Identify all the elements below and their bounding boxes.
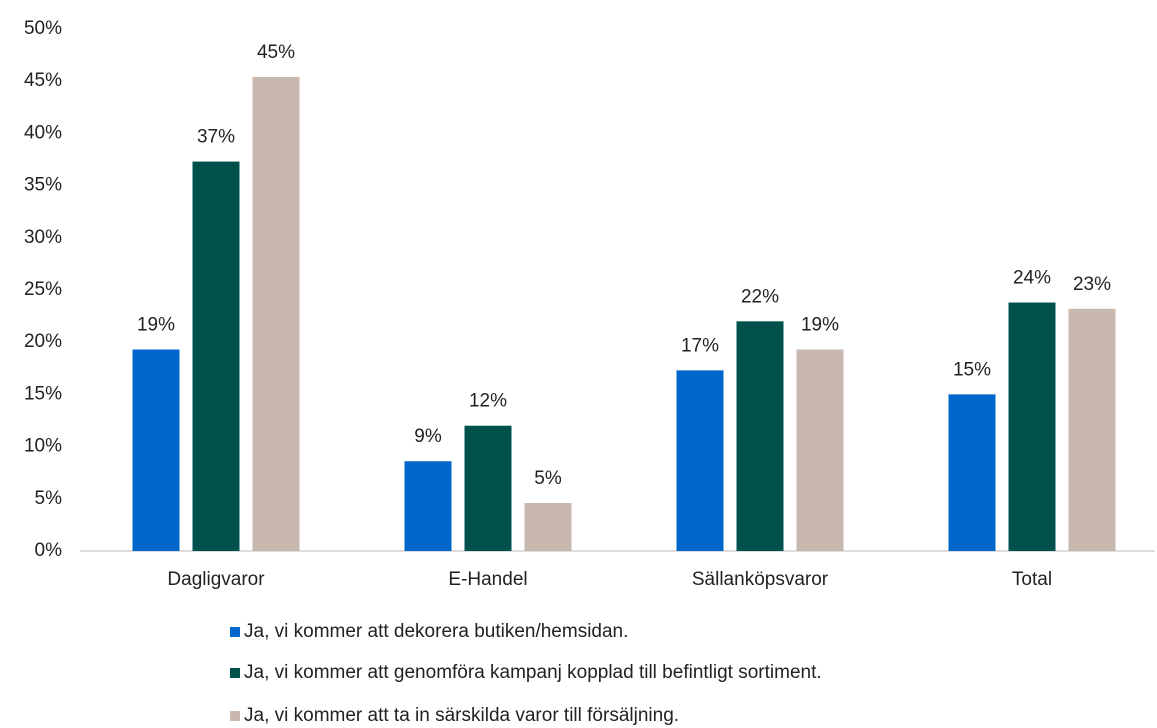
- value-label: 23%: [1073, 274, 1111, 295]
- bar: [132, 349, 180, 551]
- x-tick-label: Dagligvaror: [167, 569, 265, 590]
- y-tick-label: 20%: [24, 331, 62, 352]
- value-label: 37%: [197, 127, 235, 148]
- x-tick-label: Sällanköpsvaror: [692, 569, 829, 590]
- value-label: 24%: [1013, 268, 1051, 289]
- y-tick-label: 35%: [24, 175, 62, 196]
- y-tick-label: 10%: [24, 436, 62, 457]
- y-tick-label: 40%: [24, 122, 62, 143]
- bar: [796, 349, 844, 551]
- value-label: 17%: [681, 335, 719, 356]
- bar: [948, 394, 996, 551]
- bar: [736, 321, 784, 551]
- y-tick-label: 30%: [24, 227, 62, 248]
- y-tick-label: 45%: [24, 70, 62, 91]
- bar: [524, 502, 572, 551]
- y-tick-label: 50%: [24, 18, 62, 39]
- value-label: 9%: [414, 426, 442, 447]
- value-label: 5%: [534, 468, 562, 489]
- x-tick-label: E-Handel: [448, 569, 527, 590]
- value-label: 12%: [469, 391, 507, 412]
- bar: [464, 425, 512, 551]
- bar: [1068, 308, 1116, 551]
- y-tick-label: 5%: [35, 488, 63, 509]
- legend-swatch: [230, 627, 240, 637]
- legend-label: Ja, vi kommer att dekorera butiken/hemsi…: [244, 621, 628, 642]
- value-label: 19%: [137, 315, 175, 336]
- legend-label: Ja, vi kommer att genomföra kampanj kopp…: [244, 662, 822, 683]
- legend-swatch: [230, 711, 240, 721]
- value-label: 19%: [801, 315, 839, 336]
- bar: [192, 161, 240, 551]
- bar: [1008, 302, 1056, 551]
- x-tick-label: Total: [1012, 569, 1052, 590]
- y-tick-label: 0%: [35, 540, 63, 561]
- y-tick-label: 15%: [24, 383, 62, 404]
- bar: [676, 370, 724, 551]
- legend-swatch: [230, 668, 240, 678]
- value-label: 45%: [257, 42, 295, 63]
- y-tick-label: 25%: [24, 279, 62, 300]
- legend-label: Ja, vi kommer att ta in särskilda varor …: [244, 705, 679, 726]
- bar: [404, 461, 452, 551]
- value-label: 15%: [953, 359, 991, 380]
- bar: [252, 77, 300, 552]
- value-label: 22%: [741, 286, 779, 307]
